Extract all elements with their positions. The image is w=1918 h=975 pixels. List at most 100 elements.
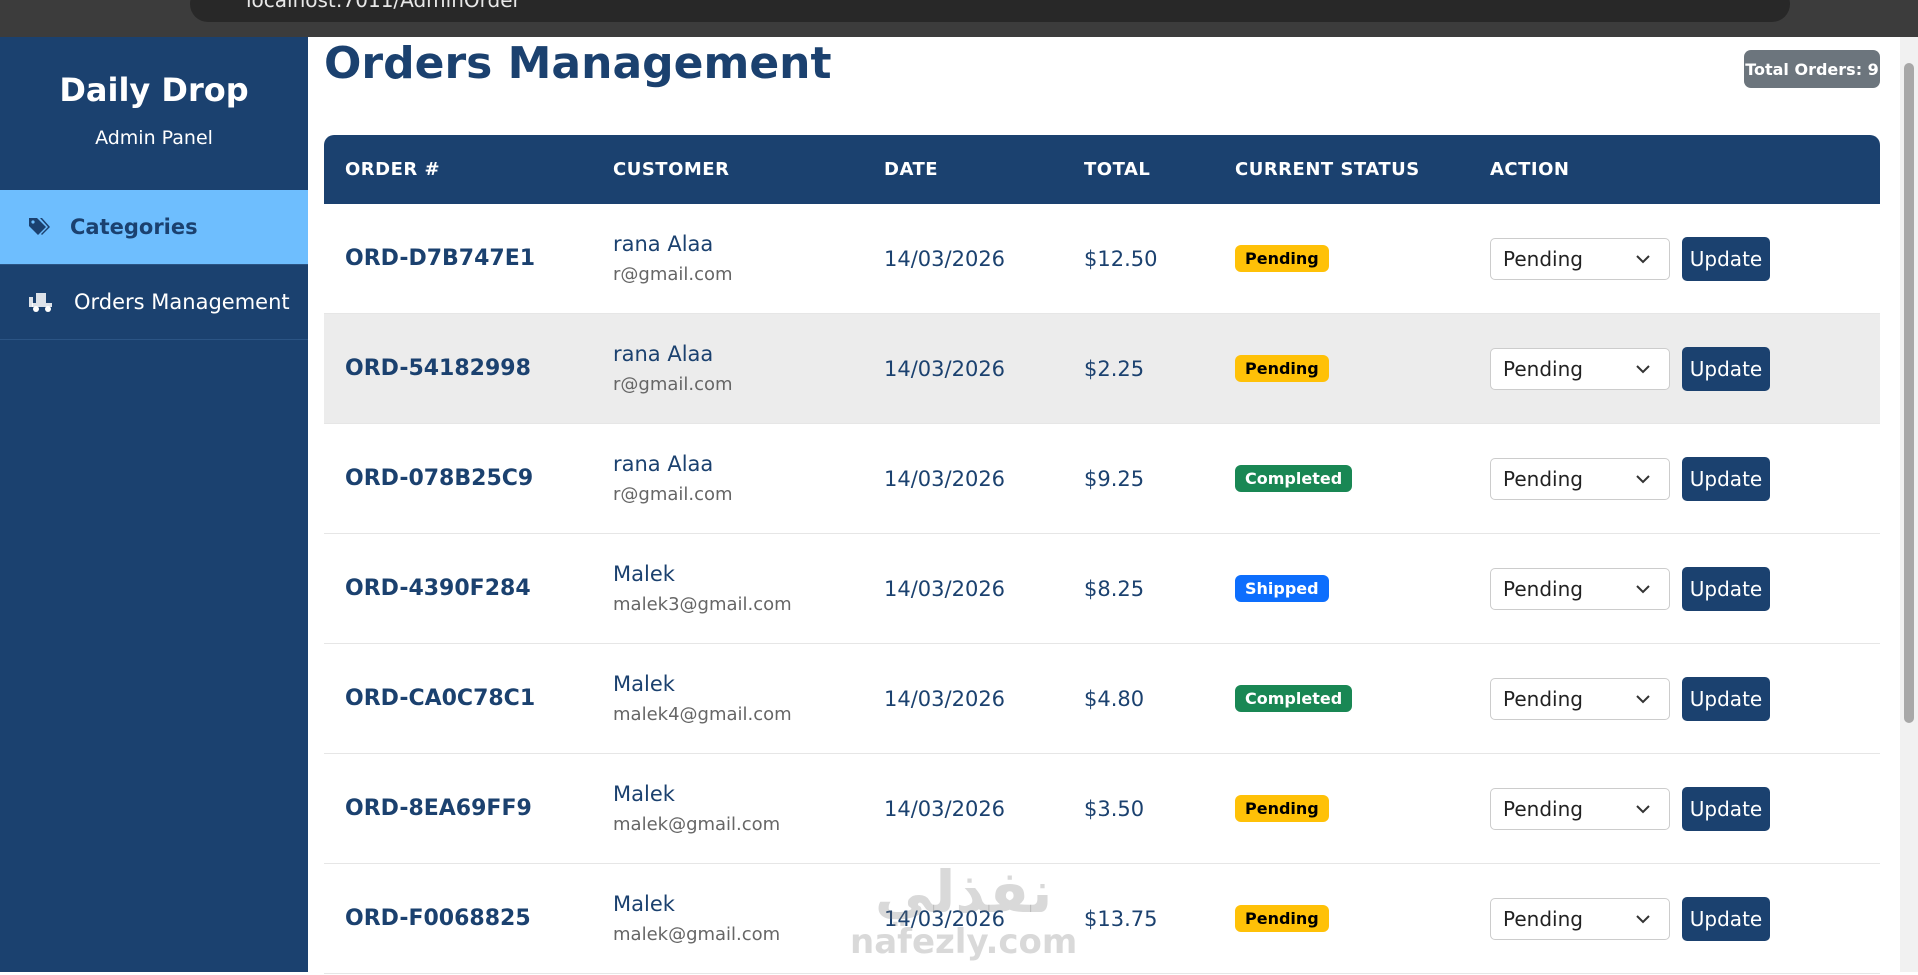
status-badge: Pending — [1235, 795, 1329, 822]
order-row: ORD-54182998 rana Alaa r@gmail.com 14/03/20… — [324, 314, 1880, 424]
chevron — [1636, 584, 1650, 593]
nav-item[interactable]: Orders Management — [0, 265, 308, 340]
update-button[interactable]: Update — [1682, 896, 1770, 941]
chevron — [1636, 804, 1650, 813]
date-cell: 14/03/2026 — [884, 204, 1005, 313]
customer-email: malek3@gmail.com — [613, 594, 792, 615]
order-date: 14/03/2026 — [884, 686, 1006, 711]
total-cell: $9.25 — [1084, 424, 1144, 533]
chevron — [1636, 694, 1650, 703]
status-select[interactable]: Pending — [1490, 677, 1670, 720]
customer-name: Malek — [613, 892, 675, 916]
order-id: ORD-F0068825 — [345, 906, 531, 931]
order-id: ORD-CA0C78C1 — [345, 686, 536, 711]
scrollbar[interactable] — [1900, 37, 1918, 972]
action-cell: Pending Update — [1490, 644, 1770, 753]
customer-email: r@gmail.com — [613, 374, 733, 395]
order-cell: ORD-4390F284 — [345, 534, 531, 643]
brand-subtitle: Admin Panel — [95, 127, 213, 149]
chevron — [1636, 474, 1650, 483]
customer-name: Malek — [613, 562, 675, 586]
order-total: $13.75 — [1084, 906, 1158, 931]
order-cell: ORD-54182998 — [345, 314, 531, 423]
order-cell: ORD-078B25C9 — [345, 424, 533, 533]
action-cell: Pending Update — [1490, 534, 1770, 643]
status-cell: Completed — [1235, 424, 1353, 533]
table-body: ORD-D7B747E1 rana Alaa r@gmail.com 14/03/20… — [324, 204, 1880, 974]
status-select[interactable]: Pending — [1490, 347, 1670, 390]
order-date: 14/03/2026 — [884, 796, 1006, 821]
chevron — [1636, 914, 1650, 923]
select-value: Pending — [1503, 466, 1583, 491]
status-badge: Shipped — [1235, 575, 1329, 602]
order-id: ORD-078B25C9 — [345, 466, 534, 491]
status-badge: Pending — [1235, 355, 1329, 382]
order-cell: ORD-8EA69FF9 — [345, 754, 532, 863]
tag-icon — [29, 218, 50, 235]
total-cell: $4.80 — [1084, 644, 1144, 753]
column-header: TOTAL — [1084, 159, 1151, 180]
customer-name: rana Alaa — [613, 452, 714, 476]
customer-email: r@gmail.com — [613, 264, 733, 285]
select-value: Pending — [1503, 906, 1583, 931]
browser-bar: localhost:7011/AdminOrder — [0, 0, 1918, 37]
date-cell: 14/03/2026 — [884, 534, 1005, 643]
order-total: $9.25 — [1084, 466, 1145, 491]
update-button[interactable]: Update — [1682, 676, 1770, 721]
action-cell: Pending Update — [1490, 314, 1770, 423]
update-button[interactable]: Update — [1682, 456, 1770, 501]
order-total: $3.50 — [1084, 796, 1145, 821]
sidebar: Daily Drop Admin Panel Categories Orders… — [0, 37, 308, 972]
order-date: 14/03/2026 — [884, 246, 1006, 271]
order-date: 14/03/2026 — [884, 356, 1006, 381]
column-header: CURRENT STATUS — [1235, 159, 1420, 180]
status-badge: Completed — [1235, 685, 1353, 712]
nav-label: Orders Management — [74, 290, 290, 314]
customer-name: rana Alaa — [613, 342, 714, 366]
total-cell: $3.50 — [1084, 754, 1144, 863]
order-total: $12.50 — [1084, 246, 1158, 271]
update-button[interactable]: Update — [1682, 566, 1770, 611]
customer-name: Malek — [613, 672, 675, 696]
update-button[interactable]: Update — [1682, 346, 1770, 391]
date-cell: 14/03/2026 — [884, 754, 1005, 863]
select-value: Pending — [1503, 356, 1583, 381]
order-row: ORD-8EA69FF9 Malek malek@gmail.com 14/03/20… — [324, 754, 1880, 864]
customer-email: r@gmail.com — [613, 484, 733, 505]
column-header: ORDER # — [345, 159, 441, 180]
url-text: localhost:7011/AdminOrder — [246, 0, 521, 12]
order-id: ORD-D7B747E1 — [345, 246, 536, 271]
page-title: Orders Management — [324, 38, 832, 89]
address-bar[interactable]: localhost:7011/AdminOrder — [190, 0, 1790, 22]
status-select[interactable]: Pending — [1490, 787, 1670, 830]
customer-email: malek@gmail.com — [613, 814, 781, 835]
customer-cell: Malek malek@gmail.com — [613, 864, 780, 973]
total-cell: $8.25 — [1084, 534, 1144, 643]
column-header: DATE — [884, 159, 939, 180]
nav-label: Categories — [70, 215, 198, 239]
order-total: $4.80 — [1084, 686, 1145, 711]
date-cell: 14/03/2026 — [884, 314, 1005, 423]
order-date: 14/03/2026 — [884, 576, 1006, 601]
scroll-thumb[interactable] — [1904, 63, 1914, 723]
status-cell: Completed — [1235, 644, 1353, 753]
status-select[interactable]: Pending — [1490, 567, 1670, 610]
order-id: ORD-54182998 — [345, 356, 531, 381]
date-cell: 14/03/2026 — [884, 644, 1005, 753]
update-button[interactable]: Update — [1682, 236, 1770, 281]
status-select[interactable]: Pending — [1490, 237, 1670, 280]
customer-email: malek@gmail.com — [613, 924, 781, 945]
customer-cell: rana Alaa r@gmail.com — [613, 204, 733, 313]
status-cell: Shipped — [1235, 534, 1329, 643]
update-button[interactable]: Update — [1682, 786, 1770, 831]
column-header: ACTION — [1490, 159, 1570, 180]
status-select[interactable]: Pending — [1490, 897, 1670, 940]
status-cell: Pending — [1235, 864, 1329, 973]
customer-name: Malek — [613, 782, 675, 806]
chevron — [1636, 254, 1650, 263]
orders-table: ORDER # CUSTOMER DATE TOTAL CURRENT STATUS AC… — [324, 135, 1880, 975]
nav-item[interactable]: Categories — [0, 190, 308, 265]
brand: Daily Drop — [59, 71, 249, 109]
status-select[interactable]: Pending — [1490, 457, 1670, 500]
